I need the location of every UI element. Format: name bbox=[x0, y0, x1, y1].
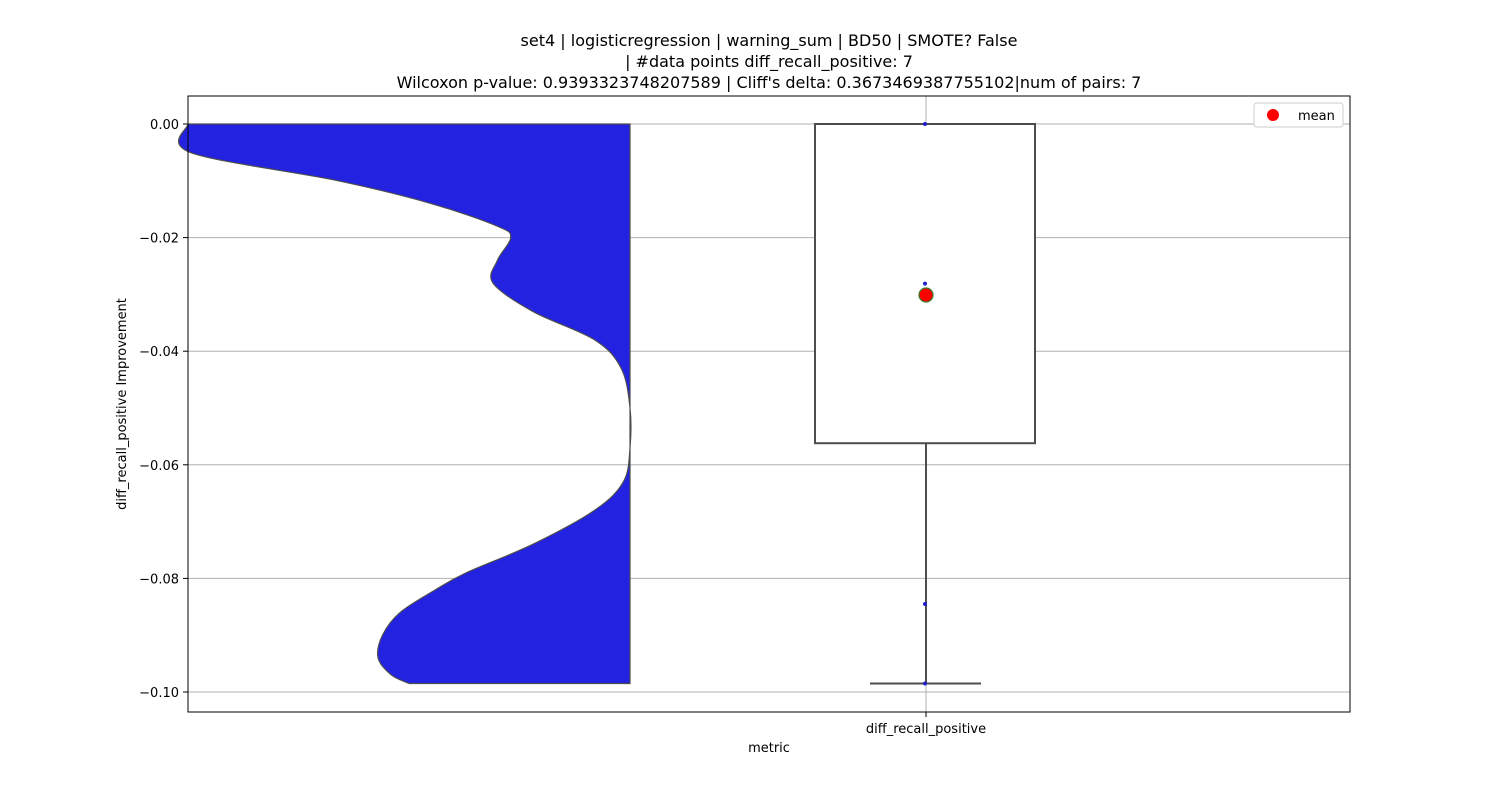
y-tick-label: 0.00 bbox=[150, 118, 179, 133]
title-line-2: | #data points diff_recall_positive: 7 bbox=[625, 52, 913, 72]
legend-mean-label: mean bbox=[1298, 109, 1335, 124]
y-axis-label: diff_recall_positive Improvement bbox=[115, 298, 130, 510]
mean-marker bbox=[918, 287, 934, 303]
y-tick-label: −0.08 bbox=[139, 572, 179, 587]
violin bbox=[178, 123, 632, 685]
y-tick-label: −0.02 bbox=[139, 232, 179, 247]
y-tick-label: −0.06 bbox=[139, 459, 179, 474]
title-line-1: set4 | logisticregression | warning_sum … bbox=[521, 31, 1018, 51]
y-tick-label: −0.04 bbox=[139, 345, 179, 360]
x-axis-label: metric bbox=[748, 741, 790, 756]
plot-frame bbox=[187, 95, 1351, 713]
legend: mean bbox=[1253, 102, 1344, 128]
x-tick-label: diff_recall_positive bbox=[866, 722, 986, 737]
legend-box bbox=[1253, 102, 1344, 128]
data-point bbox=[923, 681, 927, 686]
y-axis-ticks: 0.00 −0.02 −0.04 −0.06 −0.08 −0.10 bbox=[139, 118, 188, 701]
data-point bbox=[923, 601, 927, 606]
y-tick-label: −0.10 bbox=[139, 686, 179, 701]
data-point bbox=[923, 122, 927, 126]
title-line-3: Wilcoxon p-value: 0.9393323748207589 | C… bbox=[397, 73, 1142, 92]
grid bbox=[188, 96, 1350, 712]
x-axis-ticks: diff_recall_positive bbox=[866, 712, 986, 737]
data-points bbox=[918, 122, 934, 686]
violin-body bbox=[178, 123, 632, 685]
legend-mean-marker bbox=[1267, 109, 1279, 121]
chart-title: set4 | logisticregression | warning_sum … bbox=[397, 31, 1142, 92]
data-point bbox=[923, 281, 927, 286]
box-plot bbox=[814, 123, 1036, 685]
